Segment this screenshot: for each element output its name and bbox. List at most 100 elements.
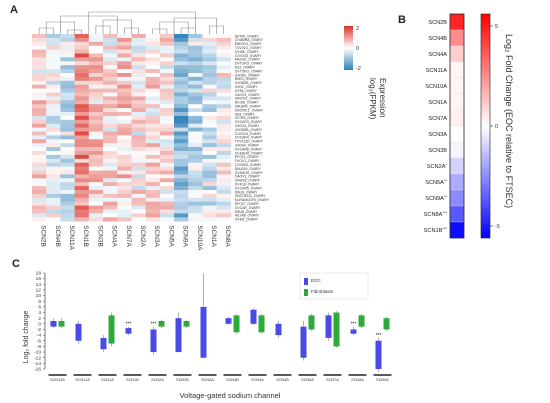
heatmap-cell — [131, 201, 146, 206]
heatmap-cell — [202, 209, 217, 214]
heatmap-cell — [60, 61, 75, 66]
heatmap-cell — [216, 41, 232, 46]
heatmap-cell — [32, 104, 47, 109]
heatmap-cell — [60, 41, 75, 46]
heatmap-cell — [32, 112, 47, 117]
heatmap-cell — [145, 57, 161, 62]
heatmap-cell — [46, 193, 61, 199]
fold-change-gene-label: SCN7A — [428, 116, 447, 122]
heatmap-cell — [188, 178, 203, 183]
heatmap-column-label: SCN2A — [139, 225, 146, 247]
heatmap-cell — [32, 193, 47, 199]
heatmap-cell — [46, 84, 61, 89]
heatmap-cell — [145, 34, 161, 39]
heatmap-cell — [46, 213, 61, 218]
heatmap-cell — [145, 119, 161, 124]
heatmap-cell — [88, 201, 104, 206]
heatmap-cell — [117, 151, 132, 156]
heatmap-cell — [88, 123, 104, 128]
heatmap-cell — [188, 166, 203, 171]
heatmap-cell — [103, 123, 118, 128]
heatmap-cell — [74, 92, 90, 97]
heatmap-cell — [88, 57, 104, 62]
heatmap-row-label: JHOM2B_OVARY — [235, 128, 263, 132]
heatmap-cell — [117, 213, 132, 218]
heatmap-cell — [174, 69, 189, 74]
heatmap-cell — [145, 69, 161, 74]
heatmap-row-label: OVSAHO_OVARY — [235, 151, 264, 155]
heatmap-cell — [188, 193, 203, 199]
heatmap-cell — [188, 69, 203, 74]
fold-change-cell — [449, 45, 465, 63]
heatmap-cell — [74, 209, 90, 214]
heatmap-cell — [216, 53, 232, 58]
fold-change-cell — [449, 61, 465, 79]
heatmap-cell — [117, 76, 132, 82]
heatmap-cell — [202, 92, 217, 97]
heatmap-cell — [216, 139, 232, 144]
heatmap-cell — [46, 34, 61, 39]
fold-change-gene-label: SCN2A* — [427, 162, 448, 170]
heatmap-cell — [131, 158, 146, 163]
heatmap-cell — [174, 186, 189, 191]
heatmap-cell — [88, 170, 104, 175]
heatmap-cell — [145, 166, 161, 171]
box-eoc — [150, 329, 157, 353]
heatmap-cell — [131, 193, 146, 199]
heatmap-cell — [88, 96, 104, 101]
heatmap-cell — [103, 119, 118, 124]
heatmap-cell — [159, 104, 175, 109]
heatmap-cell — [145, 115, 161, 121]
heatmap-cell — [145, 108, 161, 113]
heatmap-cell — [131, 147, 146, 152]
heatmap-cell — [117, 205, 132, 210]
heatmap-cell — [145, 104, 161, 109]
heatmap-cell — [60, 143, 75, 148]
heatmap-column-label: SCN11A — [68, 225, 75, 250]
heatmap-cell — [216, 193, 232, 199]
heatmap-cell — [32, 151, 47, 156]
heatmap-cell — [145, 92, 161, 97]
fold-change-cell — [449, 205, 465, 223]
heatmap-cell — [145, 139, 161, 144]
box-eoc — [325, 315, 332, 338]
heatmap-cell — [216, 45, 232, 50]
fold-change-asterisk: *** — [442, 210, 447, 215]
heatmap-cell — [88, 108, 104, 113]
heatmap-cell — [188, 151, 203, 156]
heatmap-cell — [174, 123, 189, 128]
heatmap-cell — [174, 154, 189, 160]
fold-change-asterisk: ** — [444, 178, 448, 183]
heatmap-cell — [117, 147, 132, 152]
heatmap-cell — [117, 170, 132, 175]
heatmap-cell — [88, 45, 104, 50]
heatmap-cell — [131, 127, 146, 132]
heatmap-row-label: COV318_OVARY — [235, 132, 262, 136]
heatmap-cell — [88, 37, 104, 43]
heatmap-cell — [174, 213, 189, 218]
heatmap-cell — [117, 37, 132, 43]
heatmap-cell — [60, 92, 75, 97]
heatmap-cell — [159, 205, 175, 210]
heatmap-cell — [88, 186, 104, 191]
heatmap-cell — [117, 217, 132, 222]
box-eoc — [75, 323, 82, 341]
heatmap-cell — [159, 80, 175, 85]
heatmap-cell — [145, 151, 161, 156]
heatmap-cell — [174, 45, 189, 50]
heatmap-cell — [60, 151, 75, 156]
heatmap-cell — [174, 96, 189, 101]
heatmap-cell — [103, 178, 118, 183]
heatmap-cell — [159, 158, 175, 163]
heatmap-cell — [216, 69, 232, 74]
heatmap-row-label: MKOS2_OVARY — [235, 58, 261, 62]
heatmap-cell — [60, 119, 75, 124]
heatmap-cell — [46, 112, 61, 117]
heatmap-cell — [103, 84, 118, 89]
heatmap-cell — [188, 154, 203, 160]
heatmap-cell — [117, 193, 132, 199]
heatmap-column-label: SCN5A — [167, 225, 174, 247]
heatmap-cell — [174, 100, 189, 105]
heatmap-cell — [103, 131, 118, 136]
heatmap-cell — [145, 53, 161, 58]
